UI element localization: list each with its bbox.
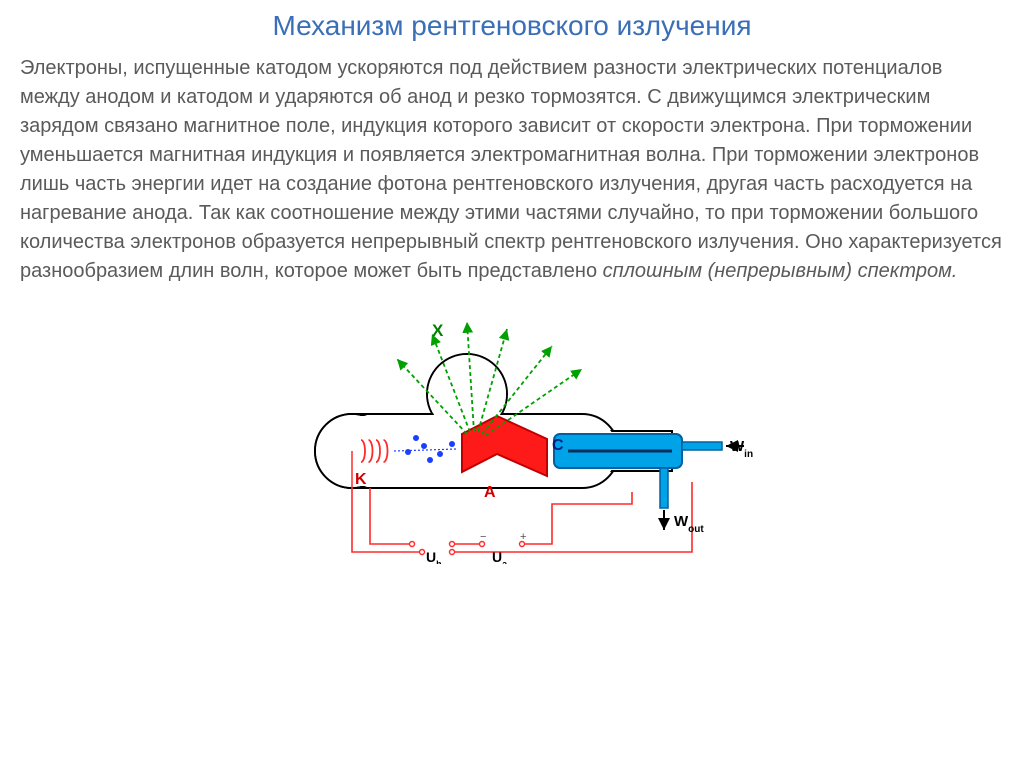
paragraph-italic: сплошным (непрерывным) спектром. [603,260,958,282]
svg-text:Uh: Uh [426,549,442,564]
svg-text:−: − [480,531,486,543]
svg-text:A: A [484,484,496,501]
svg-text:K: K [355,471,367,488]
svg-text:X: X [432,321,444,340]
svg-text:Wout: Wout [674,513,704,535]
diagram-svg: −+XKACWinWoutUhUa [252,304,772,564]
svg-text:C: C [552,437,564,454]
body-paragraph: Электроны, испущенные катодом ускоряются… [20,54,1004,286]
svg-text:+: + [520,531,526,543]
xray-tube-diagram: −+XKACWinWoutUhUa [252,304,772,564]
page-title: Механизм рентгеновского излучения [20,10,1004,42]
paragraph-main: Электроны, испущенные катодом ускоряются… [20,57,1002,282]
svg-text:Win: Win [730,438,753,460]
